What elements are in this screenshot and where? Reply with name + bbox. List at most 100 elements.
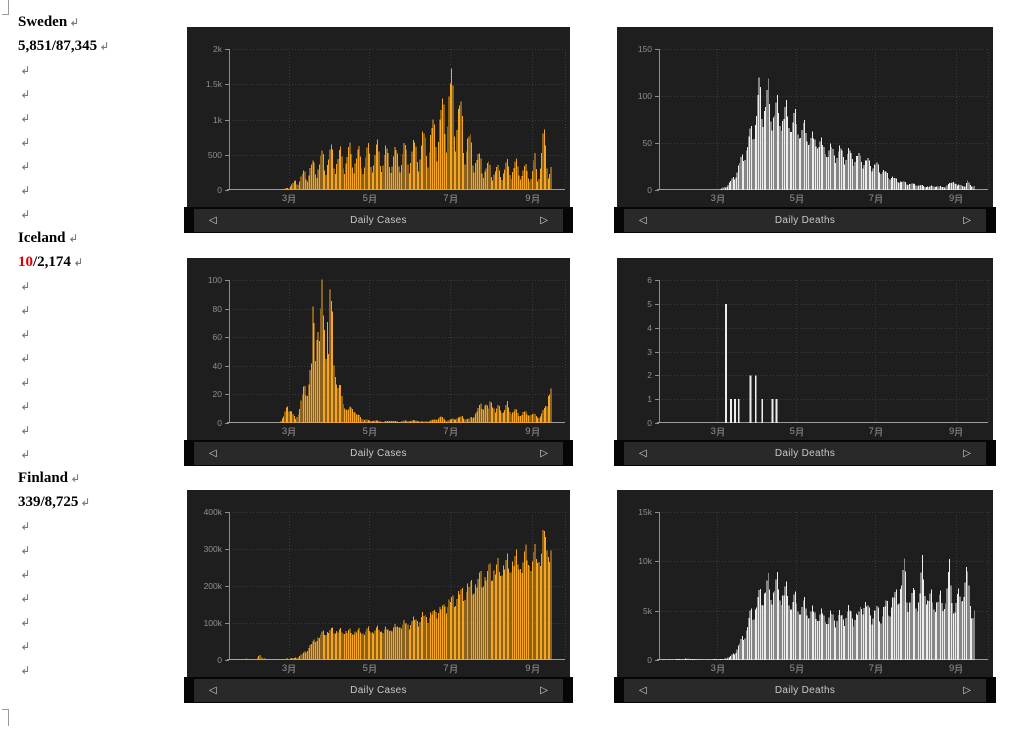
chart-pager-strip-inner: Daily Deaths ◁ ▷ xyxy=(624,209,986,232)
paragraph-mark-icon xyxy=(99,34,108,58)
month-number: 7 xyxy=(443,663,449,674)
page-left-icon[interactable]: ◁ xyxy=(209,447,217,459)
bar-series xyxy=(719,77,975,190)
page-right-icon[interactable]: ▷ xyxy=(963,684,971,696)
page-left-icon[interactable]: ◁ xyxy=(639,684,647,696)
chart-pager-strip: Daily Deaths ◁ ▷ xyxy=(614,207,996,233)
month-number: 5 xyxy=(789,663,795,674)
page-right-icon[interactable]: ▷ xyxy=(540,684,548,696)
y-axis-tick-label: 200k xyxy=(203,581,222,591)
x-axis-month-label: 3 xyxy=(275,192,303,205)
paragraph-return-glyph xyxy=(74,258,81,266)
plot-area[interactable] xyxy=(655,512,989,661)
empty-paragraph-line xyxy=(18,514,183,538)
paragraph-mark-icon xyxy=(69,10,78,34)
chart-title: Daily Deaths xyxy=(774,448,836,459)
chart-panel: 0 500 1k 1.5k 2k 3 5 7 9 Daily Cases ◁ ▷ xyxy=(184,27,573,233)
x-axis-month-label: 7 xyxy=(436,425,464,438)
paragraph-return-glyph xyxy=(21,186,29,194)
y-axis-tick-label: 6 xyxy=(647,275,652,285)
paragraph-return-glyph xyxy=(21,546,29,554)
paragraph-return-glyph xyxy=(21,114,29,122)
page-left-icon[interactable]: ◁ xyxy=(639,447,647,459)
y-axis-tick-label: 1 xyxy=(647,394,652,405)
y-axis-tick-label: 0 xyxy=(647,655,652,665)
plot-area[interactable] xyxy=(225,512,566,661)
chart-pager-strip: Daily Deaths ◁ ▷ xyxy=(614,440,996,466)
month-kanji-icon xyxy=(795,427,803,436)
page-right-icon[interactable]: ▷ xyxy=(540,447,548,459)
chart-title: Daily Cases xyxy=(350,685,407,696)
chart-pager-strip-inner: Daily Deaths ◁ ▷ xyxy=(624,442,986,465)
chart-world-daily-deaths: 0 5k 10k 15k 3 5 7 9 Daily Deaths ◁ ▷ xyxy=(614,490,996,703)
page-right-icon[interactable]: ▷ xyxy=(540,214,548,226)
country-name-line: Finland xyxy=(18,466,183,490)
x-axis-month-label: 3 xyxy=(703,192,731,205)
plot-area[interactable] xyxy=(655,280,989,424)
month-kanji-icon xyxy=(716,427,724,436)
y-axis-tick-label: 3 xyxy=(647,346,652,357)
plot-area[interactable] xyxy=(225,49,566,191)
month-kanji-icon xyxy=(874,427,882,436)
month-kanji-icon xyxy=(716,194,724,203)
y-axis-tick-label: 0 xyxy=(217,418,222,428)
month-kanji-icon xyxy=(449,427,457,436)
page-left-icon[interactable]: ◁ xyxy=(639,214,647,226)
month-number: 5 xyxy=(362,426,368,437)
y-axis-tick-label: 20 xyxy=(212,389,222,400)
empty-paragraph-line xyxy=(18,658,183,682)
paragraph-return-glyph xyxy=(21,522,29,530)
month-number: 7 xyxy=(443,193,449,204)
paragraph-mark-icon xyxy=(20,298,29,322)
page-left-icon[interactable]: ◁ xyxy=(209,214,217,226)
plot-area[interactable] xyxy=(225,279,566,424)
chart-pager-strip: Daily Cases ◁ ▷ xyxy=(184,207,573,233)
paragraph-mark-icon xyxy=(20,538,29,562)
empty-paragraph-line xyxy=(18,538,183,562)
month-number: 9 xyxy=(525,193,531,204)
x-axis-month-label: 3 xyxy=(275,662,303,675)
bar-series xyxy=(725,303,778,423)
empty-paragraph-line xyxy=(18,154,183,178)
month-kanji-icon xyxy=(954,194,962,203)
country-name: Iceland xyxy=(18,230,66,246)
page-left-icon[interactable]: ◁ xyxy=(209,684,217,696)
paragraph-return-glyph xyxy=(21,138,29,146)
empty-paragraph-line xyxy=(18,130,183,154)
y-axis-tick-label: 0 xyxy=(647,418,652,428)
bar-series xyxy=(229,530,552,660)
month-kanji-icon xyxy=(287,427,295,436)
paragraph-mark-icon xyxy=(20,442,29,466)
plot-area[interactable] xyxy=(655,49,989,191)
page-right-icon[interactable]: ▷ xyxy=(963,447,971,459)
chart-pager-strip: Daily Cases ◁ ▷ xyxy=(184,677,573,703)
paragraph-return-glyph xyxy=(21,162,29,170)
month-number: 9 xyxy=(948,663,955,674)
month-number: 3 xyxy=(281,193,288,204)
empty-paragraph-line xyxy=(18,274,183,298)
paragraph-return-glyph xyxy=(21,618,29,626)
chart-sweden-daily-deaths: 0 50 100 150 3 5 7 9 Daily Deaths ◁ ▷ xyxy=(614,27,996,233)
chart-title: Daily Deaths xyxy=(774,215,836,226)
chart-world-daily-cases: 0 100k 200k 300k 400k 3 5 7 9 Daily Cases ◁ ▷ xyxy=(184,490,573,703)
chart-pager-strip-inner: Daily Cases ◁ ▷ xyxy=(194,679,563,702)
country-name: Sweden xyxy=(18,14,68,30)
empty-paragraph-line xyxy=(18,418,183,442)
page-right-icon[interactable]: ▷ xyxy=(963,214,971,226)
y-axis-tick-label: 10k xyxy=(638,556,652,567)
paragraph-mark-icon xyxy=(73,250,82,274)
y-axis-tick-label: 1k xyxy=(213,114,222,125)
x-axis-month-label: 9 xyxy=(942,662,970,675)
empty-paragraph-line xyxy=(18,610,183,634)
x-axis-month-label: 7 xyxy=(436,192,464,205)
paragraph-return-glyph xyxy=(21,570,29,578)
empty-paragraph-line xyxy=(18,634,183,658)
document-text-column: Sweden 5,851/87,345 Iceland 10/2,174 Fin… xyxy=(18,10,183,682)
cases-count: /8,725 xyxy=(40,494,79,510)
paragraph-return-glyph xyxy=(69,234,76,242)
paragraph-return-glyph xyxy=(21,306,29,314)
paragraph-return-glyph xyxy=(82,498,89,506)
paragraph-return-glyph xyxy=(101,42,108,50)
empty-paragraph-line xyxy=(18,106,183,130)
x-axis-month-label: 5 xyxy=(355,425,383,438)
